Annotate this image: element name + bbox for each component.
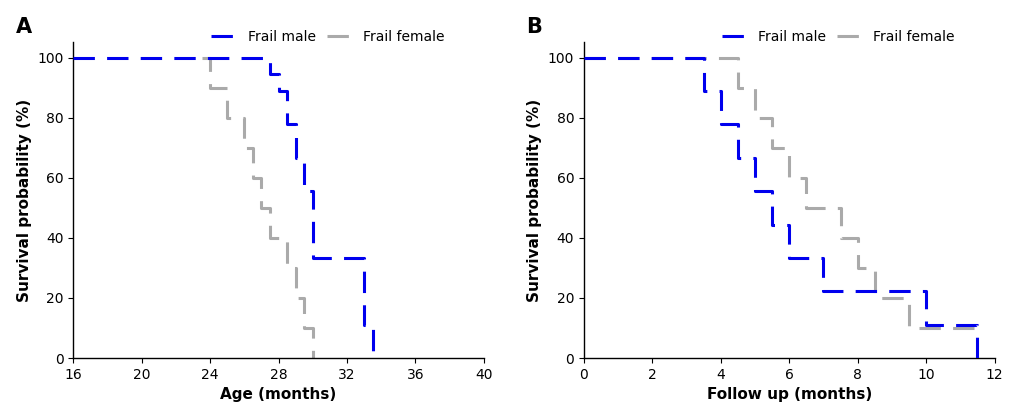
Legend: Frail male, Frail female: Frail male, Frail female	[715, 24, 960, 49]
X-axis label: Follow up (months): Follow up (months)	[706, 387, 871, 402]
Text: A: A	[16, 17, 32, 37]
Y-axis label: Survival probability (%): Survival probability (%)	[527, 99, 542, 302]
X-axis label: Age (months): Age (months)	[220, 387, 336, 402]
Text: B: B	[526, 17, 542, 37]
Legend: Frail male, Frail female: Frail male, Frail female	[206, 24, 449, 49]
Y-axis label: Survival probability (%): Survival probability (%)	[16, 99, 32, 302]
